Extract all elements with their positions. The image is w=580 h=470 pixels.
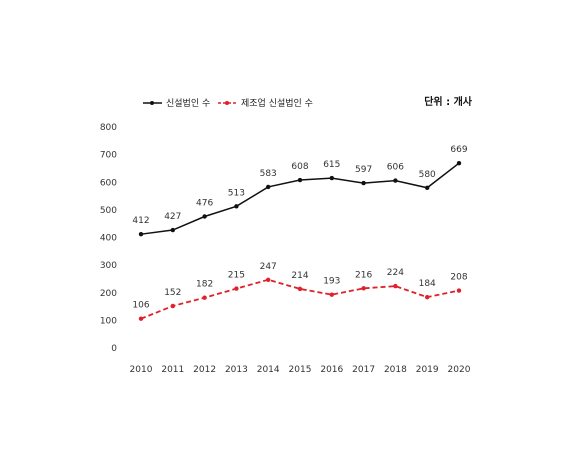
legend-marker-manufacturing bbox=[225, 101, 229, 105]
data-point bbox=[456, 160, 462, 166]
y-tick-label: 800 bbox=[100, 123, 117, 133]
x-tick-label: 2017 bbox=[352, 365, 375, 375]
data-label: 193 bbox=[323, 277, 340, 287]
data-point bbox=[297, 286, 303, 292]
data-point bbox=[456, 288, 462, 293]
data-label: 412 bbox=[132, 216, 149, 226]
y-tick-label: 0 bbox=[111, 344, 117, 354]
x-tick-label: 2014 bbox=[257, 365, 280, 375]
data-point bbox=[234, 286, 239, 291]
data-label: 583 bbox=[260, 169, 277, 179]
data-label: 476 bbox=[196, 199, 213, 209]
data-point bbox=[266, 277, 271, 282]
data-label: 184 bbox=[419, 279, 436, 289]
legend: 신설법인 수 제조업 신설법인 수 bbox=[143, 98, 313, 109]
x-tick-label: 2016 bbox=[320, 365, 343, 375]
data-label: 214 bbox=[291, 271, 308, 281]
x-tick-label: 2020 bbox=[448, 365, 471, 375]
data-label: 208 bbox=[450, 273, 467, 283]
x-axis: 2010 2011 2012 2013 2014 2015 2016 2017 2018 2019… bbox=[130, 365, 471, 375]
data-point bbox=[170, 227, 175, 233]
data-point bbox=[297, 177, 303, 183]
data-label: 215 bbox=[228, 271, 245, 281]
x-tick-label: 2012 bbox=[193, 365, 216, 375]
y-tick-label: 600 bbox=[100, 178, 117, 188]
data-label: 597 bbox=[355, 165, 372, 175]
x-tick-label: 2011 bbox=[161, 365, 184, 375]
data-label: 247 bbox=[260, 262, 277, 272]
data-point bbox=[138, 316, 144, 321]
data-label: 106 bbox=[132, 301, 149, 311]
data-point bbox=[425, 294, 430, 300]
data-label: 224 bbox=[387, 268, 404, 278]
data-label: 152 bbox=[164, 288, 181, 298]
data-label: 427 bbox=[164, 212, 181, 222]
y-tick-label: 500 bbox=[100, 206, 117, 216]
data-label: 182 bbox=[196, 280, 213, 290]
data-point bbox=[266, 184, 271, 190]
data-point bbox=[425, 185, 430, 190]
plot-area: 412 427 476 513 583 608 615 597 606 580 669 106 152 1… bbox=[132, 145, 468, 321]
y-tick-label: 700 bbox=[100, 151, 117, 161]
data-point bbox=[361, 286, 366, 291]
data-label: 608 bbox=[291, 162, 308, 172]
x-tick-label: 2015 bbox=[289, 365, 312, 375]
data-label: 615 bbox=[323, 160, 340, 170]
unit-label: 단위 : 개사 bbox=[424, 95, 473, 108]
y-tick-label: 300 bbox=[100, 261, 117, 271]
legend-label-manufacturing: 제조업 신설법인 수 bbox=[241, 98, 313, 109]
data-point bbox=[393, 178, 398, 183]
x-tick-label: 2018 bbox=[384, 365, 407, 375]
legend-label-total: 신설법인 수 bbox=[166, 98, 210, 109]
data-point bbox=[234, 204, 239, 209]
data-point bbox=[329, 175, 334, 181]
series-line-manufacturing bbox=[140, 278, 460, 320]
data-point bbox=[202, 295, 207, 300]
data-point bbox=[361, 180, 366, 186]
y-axis: 0 100 200 300 400 500 600 700 800 bbox=[100, 123, 117, 354]
legend-marker-total bbox=[150, 101, 154, 105]
data-point bbox=[170, 303, 175, 309]
data-label: 216 bbox=[355, 270, 372, 280]
data-point bbox=[329, 292, 334, 297]
series-line-total bbox=[140, 162, 460, 235]
x-tick-label: 2010 bbox=[130, 365, 153, 375]
data-label: 669 bbox=[450, 145, 467, 155]
x-tick-label: 2019 bbox=[416, 365, 439, 375]
data-label: 606 bbox=[387, 163, 404, 173]
data-label: 513 bbox=[228, 188, 245, 198]
y-tick-label: 400 bbox=[100, 234, 117, 244]
data-point bbox=[393, 283, 398, 289]
y-tick-label: 200 bbox=[100, 289, 117, 299]
data-label: 580 bbox=[419, 170, 436, 180]
y-tick-label: 100 bbox=[100, 316, 117, 326]
data-point bbox=[202, 214, 207, 219]
x-tick-label: 2013 bbox=[225, 365, 248, 375]
data-point bbox=[138, 231, 144, 237]
